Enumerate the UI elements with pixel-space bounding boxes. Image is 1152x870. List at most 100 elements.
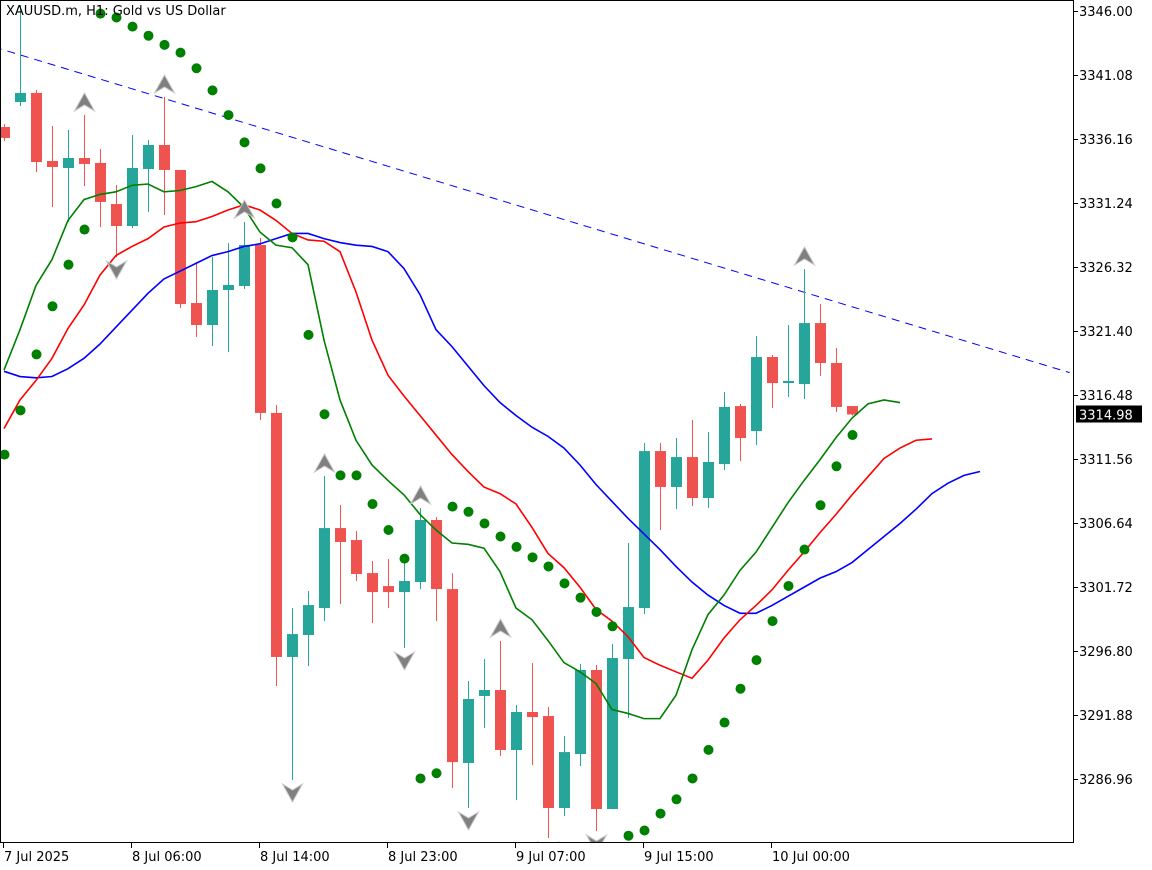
candle-body — [95, 162, 106, 202]
sar-dot — [527, 552, 538, 563]
candle — [207, 256, 218, 346]
sar-dot — [655, 808, 666, 819]
sar-dot — [575, 592, 586, 603]
candle — [735, 403, 746, 462]
candle — [47, 125, 58, 208]
fractal-up-arrow-icon — [489, 617, 512, 639]
sar-dot — [287, 232, 298, 243]
sar-dot — [239, 137, 250, 148]
sar-dot — [559, 578, 570, 589]
candle-body — [607, 658, 618, 810]
candle — [127, 134, 138, 228]
sar-dot — [479, 518, 490, 529]
fractal-up-arrow-icon — [153, 73, 176, 95]
candle — [79, 114, 90, 186]
candle-body — [415, 520, 426, 583]
candle — [383, 559, 394, 609]
candle-body — [271, 412, 282, 657]
candle — [159, 96, 170, 215]
sar-dot — [63, 259, 74, 270]
candle-body — [239, 245, 250, 286]
candle — [239, 221, 250, 289]
trendline — [0, 48, 1070, 374]
candle-body — [463, 698, 474, 763]
candle — [367, 560, 378, 624]
sar-dot — [831, 461, 842, 472]
y-tick-label: 3306.64 — [1079, 517, 1133, 532]
x-tick-label: 8 Jul 23:00 — [388, 850, 458, 865]
candle — [303, 591, 314, 667]
candle — [831, 348, 842, 413]
candle — [335, 505, 346, 605]
candle — [655, 442, 666, 531]
sar-dot — [271, 198, 282, 209]
candle — [607, 643, 618, 810]
candle — [0, 124, 10, 142]
candle-body — [783, 380, 794, 384]
sar-dot — [207, 85, 218, 96]
candle-body — [639, 451, 650, 609]
candle-body — [47, 160, 58, 167]
candle — [703, 432, 714, 509]
sar-dot — [79, 224, 90, 235]
candle — [31, 89, 42, 173]
sar-dot — [159, 39, 170, 50]
candle-body — [207, 290, 218, 326]
candle-body — [671, 457, 682, 487]
sar-dot — [175, 47, 186, 58]
candle — [527, 662, 538, 766]
candle — [623, 543, 634, 718]
candle — [719, 392, 730, 471]
candle — [559, 736, 570, 817]
candle — [271, 405, 282, 686]
y-tick-label: 3286.96 — [1079, 773, 1133, 788]
candle-body — [575, 669, 586, 755]
candle-body — [335, 528, 346, 542]
candle — [255, 237, 266, 420]
candle-body — [191, 303, 202, 326]
sar-dot — [783, 580, 794, 591]
sar-dot — [623, 830, 634, 841]
sar-dot — [447, 501, 458, 512]
sar-dot — [255, 163, 266, 174]
candle — [63, 130, 74, 222]
x-tick-label: 8 Jul 14:00 — [260, 850, 330, 865]
alligator-jaw-line — [3, 232, 981, 615]
current-price-label: 3314.98 — [1079, 409, 1133, 424]
candle — [447, 573, 458, 788]
sar-dot — [815, 500, 826, 511]
candle-body — [143, 144, 154, 170]
candle — [751, 336, 762, 446]
sar-dot — [767, 616, 778, 627]
sar-dot — [111, 12, 122, 23]
sar-dot — [847, 430, 858, 441]
sar-dot — [431, 768, 442, 779]
sar-dot — [543, 561, 554, 572]
candle-body — [63, 157, 74, 169]
candle-body — [303, 605, 314, 635]
y-tick-label: 3321.40 — [1079, 325, 1133, 340]
candle-body — [287, 634, 298, 657]
candle-body — [319, 528, 330, 609]
x-tick-label: 9 Jul 15:00 — [644, 850, 714, 865]
candle-body — [175, 169, 186, 305]
fractal-up-arrow-icon — [313, 453, 336, 474]
candle-body — [495, 690, 506, 750]
candle-body — [687, 457, 698, 499]
candle — [351, 531, 362, 582]
candle — [591, 665, 602, 832]
sar-dot — [191, 63, 202, 74]
candle — [815, 304, 826, 377]
candle — [479, 659, 490, 729]
candle-body — [559, 752, 570, 809]
sar-dot — [47, 301, 58, 312]
candle-body — [655, 451, 666, 487]
candle-body — [111, 204, 122, 227]
sar-dot — [415, 773, 426, 784]
fractal-up-arrow-icon — [233, 198, 256, 220]
y-tick-label: 3301.72 — [1079, 581, 1133, 596]
sar-dot — [495, 531, 506, 542]
candle-body — [479, 690, 490, 697]
candle-body — [543, 716, 554, 809]
